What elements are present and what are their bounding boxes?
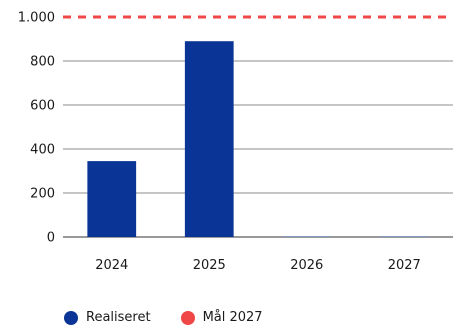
x-tick-label-2027: 2027	[388, 258, 421, 273]
y-tick-label-600: 600	[30, 99, 55, 114]
x-tick-label-2024: 2024	[95, 258, 128, 273]
legend-label-realiseret: Realiseret	[86, 310, 151, 325]
y-tick-label-800: 800	[30, 55, 55, 70]
y-tick-label-200: 200	[30, 187, 55, 202]
bar-2024	[87, 161, 137, 237]
legend-label-target: Mål 2027	[202, 310, 263, 325]
legend-swatch-realiseret	[64, 310, 78, 325]
y-tick-label-1000: 1.000	[18, 11, 55, 26]
bar-chart: 0 200 400 600 800 1.000 2024 2025 2026 2027	[18, 11, 453, 273]
bar-2025	[184, 41, 234, 238]
legend-swatch-target	[180, 310, 195, 325]
y-tick-label-400: 400	[30, 143, 55, 158]
x-tick-label-2025: 2025	[193, 258, 226, 273]
chart-legend: Realiseret Mål 2027	[64, 310, 263, 325]
legend-item-target: Mål 2027	[180, 310, 263, 325]
x-tick-label-2026: 2026	[290, 258, 323, 273]
legend-item-realiseret: Realiseret	[64, 310, 151, 325]
y-tick-label-0: 0	[47, 231, 55, 246]
